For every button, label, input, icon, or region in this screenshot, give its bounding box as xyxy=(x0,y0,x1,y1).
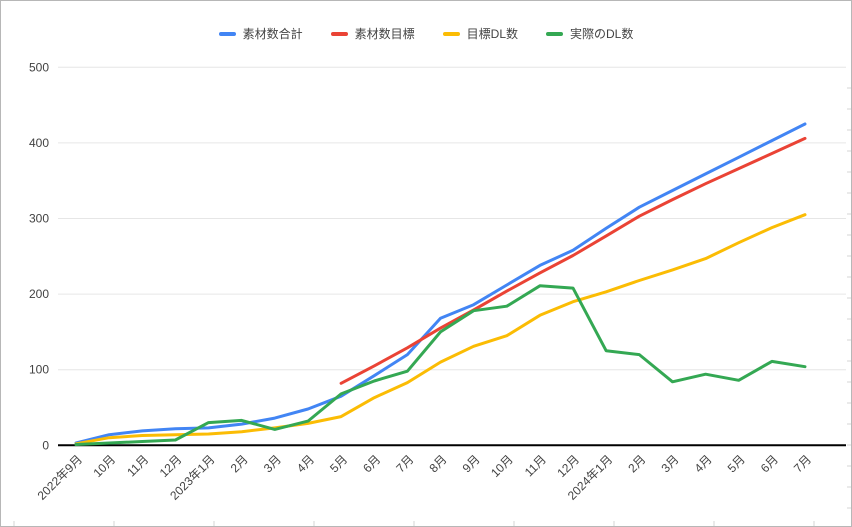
x-axis-tick-label: 5月 xyxy=(327,452,350,475)
x-axis-tick-label: 7月 xyxy=(393,452,416,475)
x-axis-tick-label: 4月 xyxy=(692,452,715,475)
series-line-3 xyxy=(74,213,807,446)
x-axis-tick-label: 12月 xyxy=(157,452,185,480)
x-axis-tick-label: 12月 xyxy=(554,452,582,480)
legend-item-label: 目標DL数 xyxy=(466,27,519,41)
chart-legend: 素材数合計 素材数目標 目標DL数 実際のDL数 xyxy=(1,25,851,42)
x-axis-tick-label: 2022年9月 xyxy=(35,452,85,502)
x-axis-tick-label: 6月 xyxy=(360,452,383,475)
legend-swatch-icon xyxy=(546,31,564,36)
x-axis-tick-label: 6月 xyxy=(758,452,781,475)
series-line-2 xyxy=(339,136,807,385)
y-axis-tick-label: 0 xyxy=(42,438,49,452)
y-axis-tick-label: 300 xyxy=(29,212,49,226)
x-axis-tick-label: 2月 xyxy=(625,452,648,475)
x-axis-tick-label: 9月 xyxy=(460,452,483,475)
series-line-4 xyxy=(74,284,807,446)
legend-item: 素材数目標 xyxy=(330,25,415,42)
legend-item-label: 素材数目標 xyxy=(354,27,415,41)
legend-item: 素材数合計 xyxy=(218,25,303,42)
series-line-1 xyxy=(74,122,807,445)
x-axis-tick-label: 3月 xyxy=(658,452,681,475)
y-axis-tick-label: 400 xyxy=(29,136,49,150)
legend-swatch-icon xyxy=(218,31,236,36)
x-axis-tick-label: 11月 xyxy=(522,452,549,479)
x-axis-tick-label: 11月 xyxy=(124,452,151,479)
legend-item-label: 実際のDL数 xyxy=(570,27,634,41)
legend-swatch-icon xyxy=(442,31,460,36)
x-axis-tick-label: 10月 xyxy=(90,452,118,480)
x-axis-tick-label: 5月 xyxy=(725,452,748,475)
x-axis-tick-label: 10月 xyxy=(488,452,516,480)
legend-item: 実際のDL数 xyxy=(546,25,633,42)
y-axis-tick-label: 200 xyxy=(29,287,49,301)
x-axis-tick-label: 3月 xyxy=(261,452,284,475)
x-axis-tick-label: 8月 xyxy=(427,452,450,475)
legend-item: 目標DL数 xyxy=(442,25,519,42)
x-axis-tick-label: 4月 xyxy=(294,452,317,475)
legend-item-label: 素材数合計 xyxy=(242,27,303,41)
x-axis-tick-label: 2月 xyxy=(228,452,251,475)
x-axis-tick-label: 7月 xyxy=(791,452,814,475)
legend-swatch-icon xyxy=(330,31,348,36)
y-axis-tick-label: 100 xyxy=(29,363,49,377)
y-axis-tick-label: 500 xyxy=(29,60,49,74)
